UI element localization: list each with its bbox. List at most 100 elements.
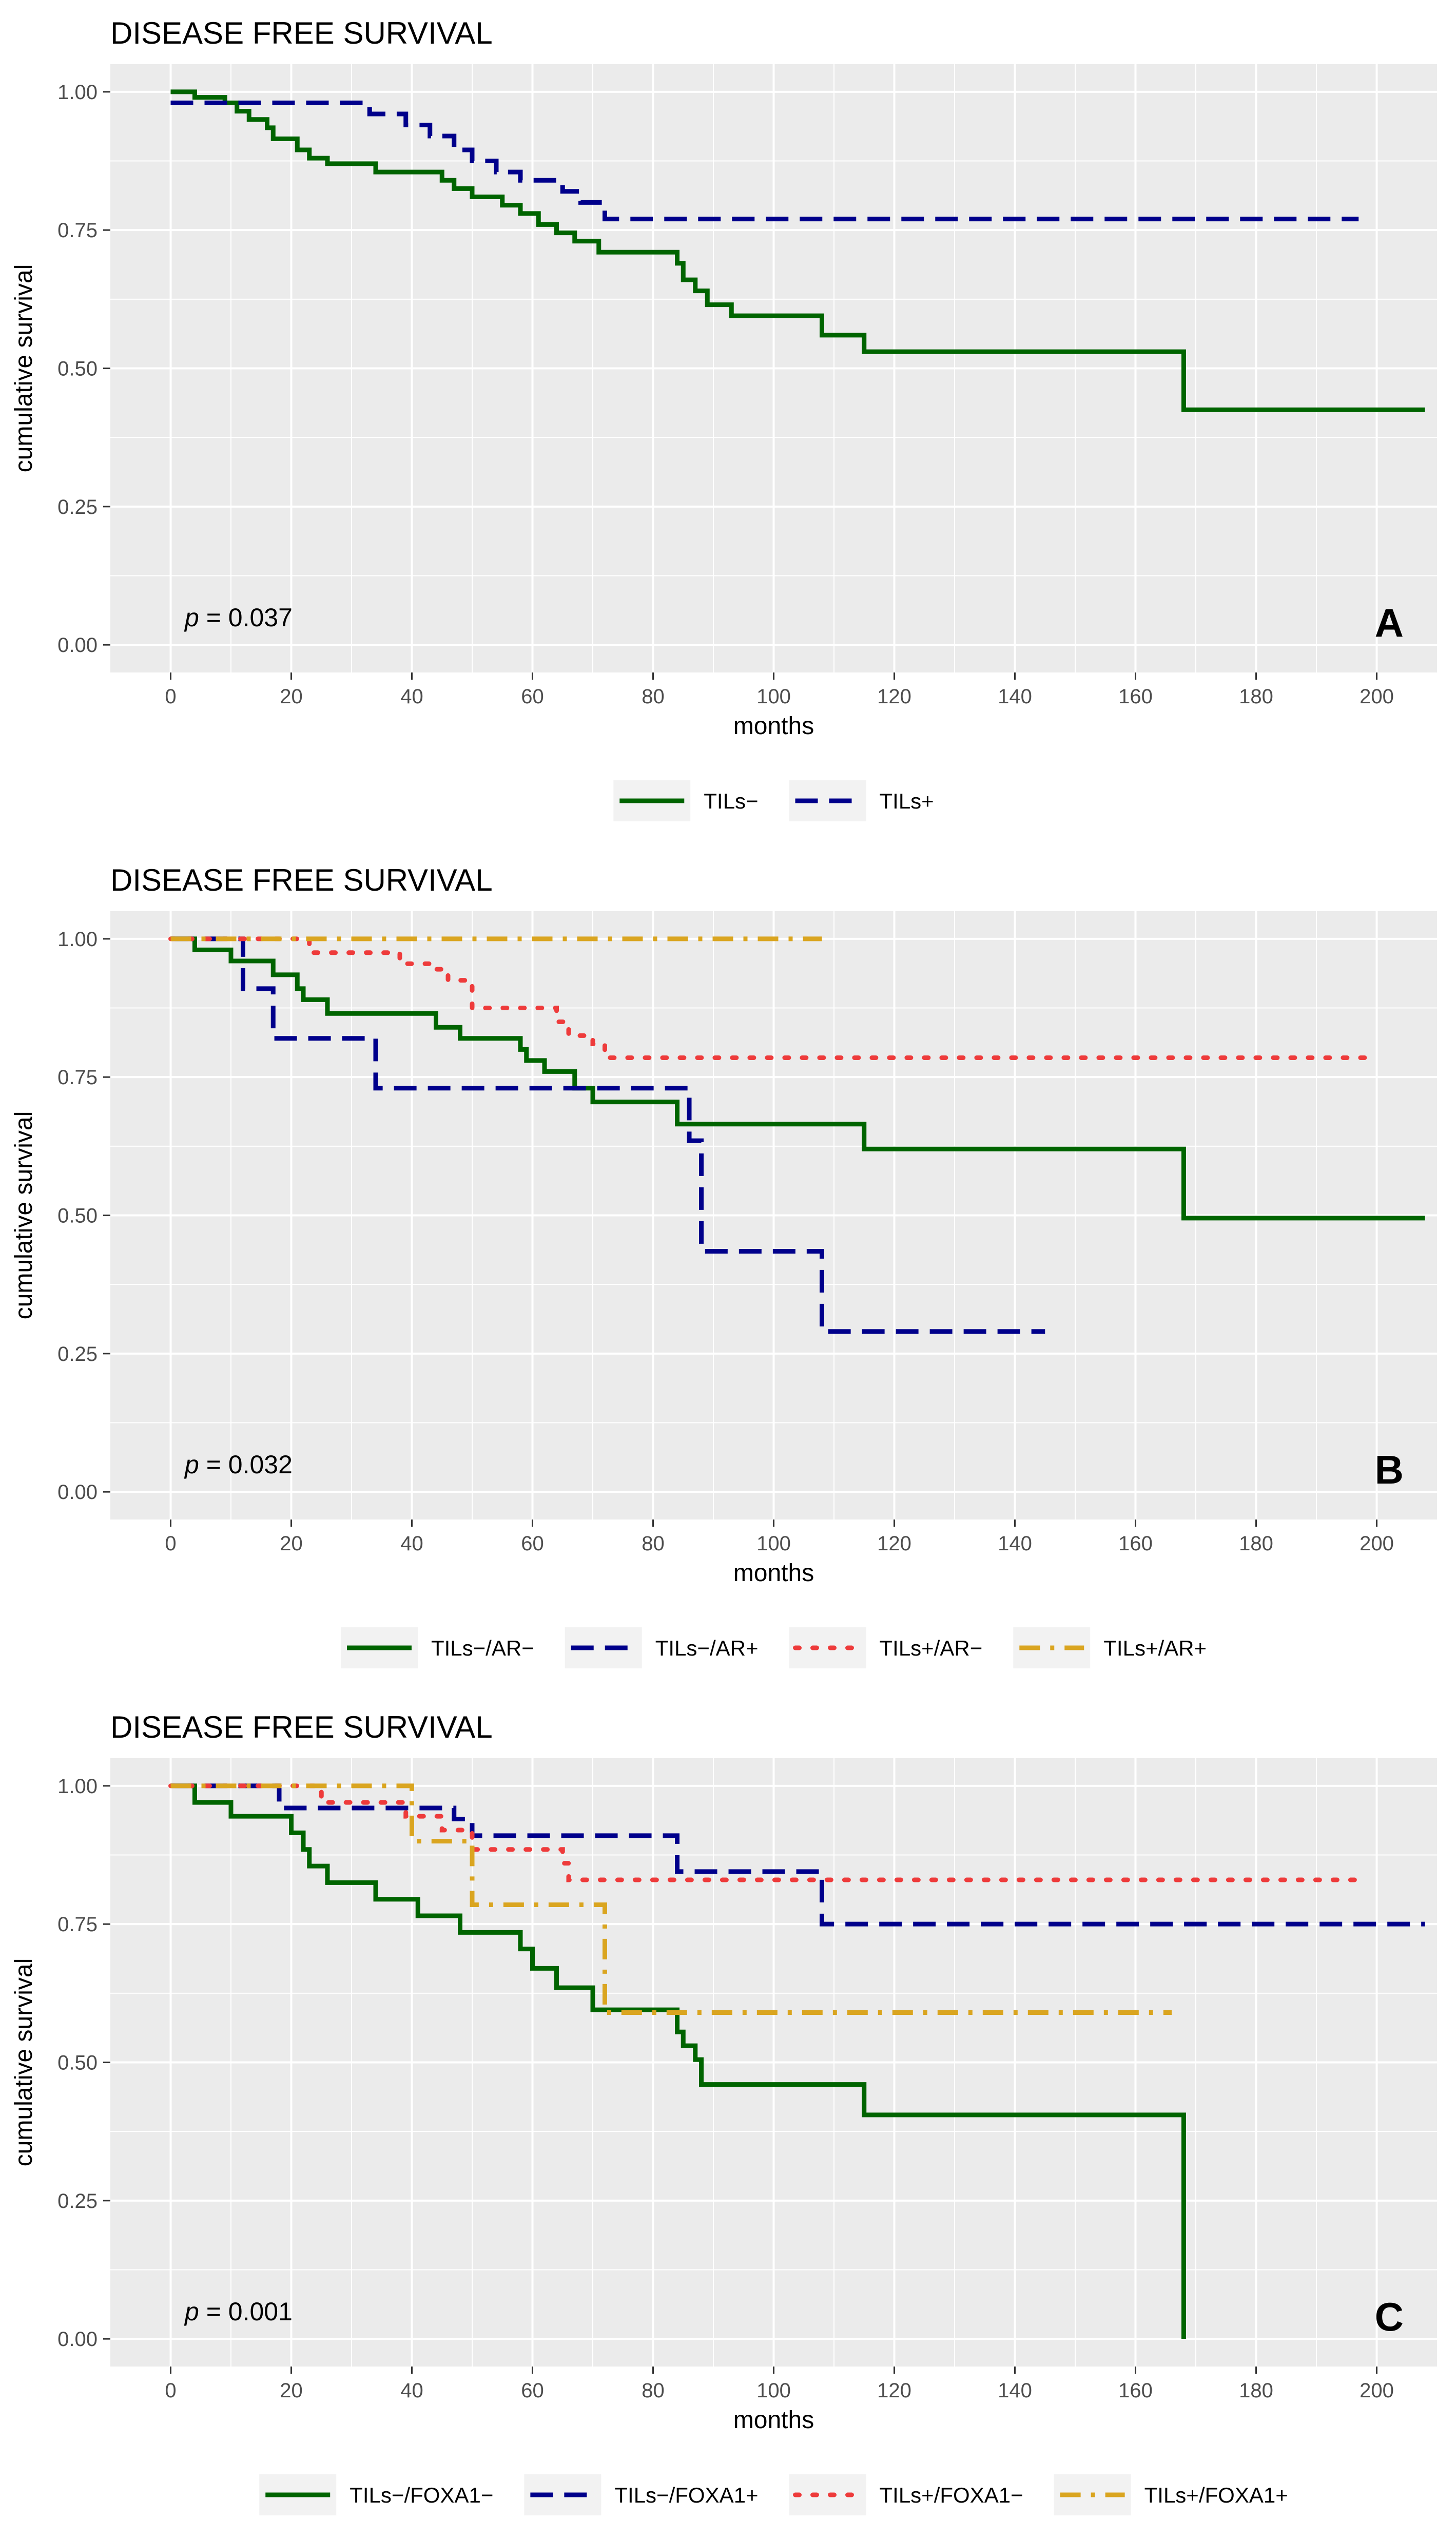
x-tick-label: 140: [998, 685, 1032, 708]
legend-label: TILs−/AR+: [655, 1636, 759, 1660]
x-tick-label: 140: [998, 1532, 1032, 1555]
panel-c: DISEASE FREE SURVIVAL 0 20 40 60 80 100 120 140 1…: [10, 1710, 1437, 2515]
panels: DISEASE FREE SURVIVAL 0 20 40 60 80 100 120 140 1…: [10, 16, 1437, 2515]
p-value-annotation: p = 0.001: [184, 2297, 293, 2326]
x-tick-label: 160: [1118, 2379, 1153, 2402]
legend-item: TILs−/AR+: [565, 1627, 759, 1668]
x-tick-label: 100: [756, 685, 791, 708]
x-tick-label: 180: [1239, 685, 1273, 708]
chart-title: DISEASE FREE SURVIVAL: [110, 1710, 493, 1744]
legend-item: TILs+/AR+: [1013, 1627, 1207, 1668]
y-tick-label: 0.00: [57, 634, 98, 657]
x-tick-label: 20: [280, 2379, 303, 2402]
legend-item: TILs+: [789, 780, 934, 821]
p-value-symbol: p: [184, 2297, 199, 2326]
legend-label: TILs+/AR−: [880, 1636, 983, 1660]
x-tick-label: 60: [521, 1532, 544, 1555]
x-tick-label: 180: [1239, 2379, 1273, 2402]
legend-label: TILs−/FOXA1−: [350, 2483, 493, 2507]
x-tick-label: 200: [1360, 685, 1394, 708]
x-tick-label: 180: [1239, 1532, 1273, 1555]
series-line-1: [170, 1783, 1425, 1927]
p-value-text: = 0.037: [199, 603, 293, 632]
x-tick-label: 20: [280, 685, 303, 708]
series-line-2: [168, 936, 1367, 1060]
x-tick-label: 120: [877, 685, 911, 708]
series-line-0: [170, 936, 1425, 1221]
legend: TILs− TILs+: [613, 780, 934, 821]
p-value-text: = 0.032: [199, 1450, 293, 1479]
legend-item: TILs−/FOXA1+: [524, 2474, 759, 2515]
legend-label: TILs−/FOXA1+: [614, 2483, 758, 2507]
legend-item: TILs+/FOXA1−: [789, 2474, 1023, 2515]
y-tick-label: 1.00: [57, 81, 98, 104]
x-tick-label: 100: [756, 1532, 791, 1555]
legend: TILs−/AR− TILs−/AR+ TILs+/AR− TILs+/AR+: [340, 1627, 1207, 1668]
y-tick-label: 0.25: [57, 496, 98, 518]
legend-item: TILs−/AR−: [340, 1627, 534, 1668]
p-value-symbol: p: [184, 603, 199, 632]
x-axis-label: months: [733, 713, 814, 740]
x-tick-label: 0: [165, 2379, 176, 2402]
x-axis-label: months: [733, 2407, 814, 2434]
x-tick-label: 160: [1118, 685, 1153, 708]
series-line-2: [168, 1783, 1367, 1882]
chart-title: DISEASE FREE SURVIVAL: [110, 16, 493, 50]
p-value-symbol: p: [184, 1450, 199, 1479]
y-tick-label: 0.75: [57, 219, 98, 242]
p-value-annotation: p = 0.037: [184, 603, 293, 632]
series-line-1: [170, 100, 1359, 222]
series-line-1: [170, 936, 1045, 1334]
y-axis-label: cumulative survival: [10, 264, 37, 472]
chart-title: DISEASE FREE SURVIVAL: [110, 863, 493, 897]
x-tick-label: 200: [1360, 2379, 1394, 2402]
x-tick-label: 140: [998, 2379, 1032, 2402]
y-tick-label: 0.25: [57, 1343, 98, 1365]
y-tick-label: 0.50: [57, 1205, 98, 1227]
y-tick-label: 0.00: [57, 1481, 98, 1504]
panel-b: DISEASE FREE SURVIVAL 0 20 40 60 80 100 120 140 1…: [10, 863, 1437, 1668]
p-value-annotation: p = 0.032: [184, 1450, 293, 1479]
y-tick-label: 0.25: [57, 2190, 98, 2213]
panel-letter: B: [1375, 1447, 1404, 1492]
p-value-text: = 0.001: [199, 2297, 293, 2326]
legend-label: TILs+/FOXA1+: [1144, 2483, 1288, 2507]
legend-item: TILs−: [613, 780, 759, 821]
y-tick-label: 1.00: [57, 928, 98, 951]
series-line-3: [170, 1783, 1172, 2015]
y-tick-label: 0.75: [57, 1913, 98, 1936]
legend-item: TILs−/FOXA1−: [259, 2474, 493, 2515]
x-tick-label: 40: [400, 2379, 423, 2402]
x-tick-label: 40: [400, 685, 423, 708]
series-line-0: [170, 89, 1425, 412]
x-tick-label: 60: [521, 685, 544, 708]
y-axis-label: cumulative survival: [10, 1111, 37, 1319]
x-tick-label: 60: [521, 2379, 544, 2402]
x-tick-label: 120: [877, 1532, 911, 1555]
y-axis-label: cumulative survival: [10, 1958, 37, 2166]
series-line-0: [170, 1783, 1186, 2339]
x-tick-label: 80: [642, 2379, 665, 2402]
x-axis-label: months: [733, 1560, 814, 1587]
legend-label: TILs+: [880, 789, 934, 813]
x-tick-label: 80: [642, 1532, 665, 1555]
legend-label: TILs−/AR−: [431, 1636, 534, 1660]
legend-label: TILs+/AR+: [1103, 1636, 1207, 1660]
x-tick-label: 120: [877, 2379, 911, 2402]
x-tick-label: 0: [165, 1532, 176, 1555]
y-tick-label: 0.50: [57, 2052, 98, 2074]
x-tick-label: 80: [642, 685, 665, 708]
panel-a: DISEASE FREE SURVIVAL 0 20 40 60 80 100 120 140 1…: [10, 16, 1437, 821]
y-tick-label: 0.50: [57, 358, 98, 380]
x-tick-label: 20: [280, 1532, 303, 1555]
panel-letter: C: [1375, 2294, 1404, 2339]
panel-letter: A: [1375, 600, 1404, 645]
legend-label: TILs+/FOXA1−: [880, 2483, 1023, 2507]
legend: TILs−/FOXA1− TILs−/FOXA1+ TILs+/FOXA1− TILs…: [259, 2474, 1288, 2515]
x-tick-label: 160: [1118, 1532, 1153, 1555]
legend-label: TILs−: [704, 789, 758, 813]
y-tick-label: 0.75: [57, 1066, 98, 1089]
x-tick-label: 0: [165, 685, 176, 708]
x-tick-label: 100: [756, 2379, 791, 2402]
